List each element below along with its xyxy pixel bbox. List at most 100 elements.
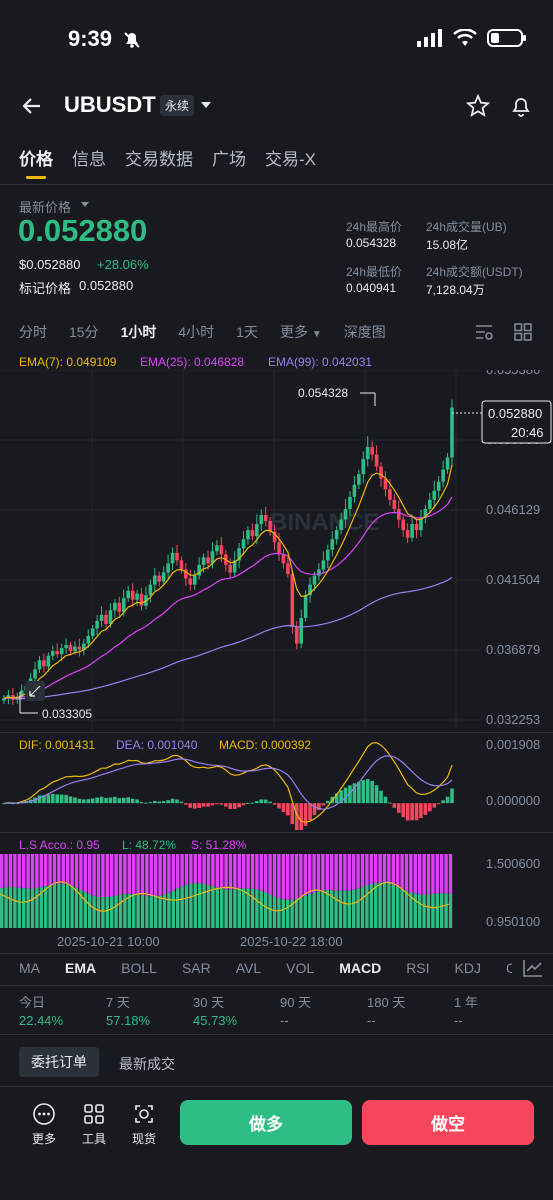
ls-short-bar bbox=[422, 854, 426, 895]
long-button[interactable]: 做多 bbox=[180, 1100, 352, 1145]
ema7-line bbox=[3, 464, 453, 699]
ls-short-bar bbox=[162, 854, 167, 895]
ls-long-bar bbox=[396, 886, 400, 928]
ls-short-bar bbox=[114, 854, 118, 896]
ls-long-bar bbox=[96, 896, 101, 928]
symbol-title[interactable]: UBUSDT bbox=[64, 92, 156, 117]
long-short-chart[interactable]: 1.500600 0.950100 bbox=[0, 852, 553, 930]
layout-grid-icon[interactable] bbox=[514, 323, 532, 341]
ls-short-bar bbox=[404, 854, 409, 891]
macd-legend: MACD: 0.000392 bbox=[219, 738, 312, 752]
macd-bar bbox=[161, 801, 166, 804]
high-24h-label: 24h最高价 bbox=[346, 220, 403, 234]
candle-body bbox=[175, 552, 179, 561]
ema99-line bbox=[3, 576, 453, 700]
vol-ub-label: 24h成交量(UB) bbox=[426, 220, 507, 234]
indicator-sar[interactable]: SAR bbox=[181, 960, 211, 976]
tab-square[interactable]: 广场 bbox=[212, 150, 246, 169]
candle-body bbox=[317, 569, 321, 576]
indicator-vol[interactable]: VOL bbox=[286, 960, 315, 976]
back-arrow-icon[interactable] bbox=[20, 94, 44, 118]
indicator-ema[interactable]: EMA bbox=[65, 960, 97, 976]
candle-body bbox=[357, 474, 361, 485]
ls-long-bar bbox=[158, 895, 162, 928]
tab-open-orders[interactable]: 委托订单 bbox=[19, 1047, 99, 1077]
candle-body bbox=[432, 490, 437, 500]
indicator-macd[interactable]: MACD bbox=[339, 960, 382, 976]
tab-trading-data[interactable]: 交易数据 bbox=[125, 150, 193, 169]
chevron-down-icon[interactable] bbox=[200, 100, 212, 110]
indicator-kdj[interactable]: KDJ bbox=[454, 960, 481, 976]
timeframe-line[interactable]: 分时 bbox=[19, 324, 47, 340]
macd-bar bbox=[432, 803, 437, 808]
ls-long-bar bbox=[255, 889, 259, 928]
ls-short-bar bbox=[83, 854, 87, 893]
candle-body bbox=[237, 548, 241, 561]
timeframe-1d[interactable]: 1天 bbox=[236, 324, 258, 340]
timeframe-4h[interactable]: 4小时 bbox=[178, 324, 215, 340]
last-price-label[interactable]: 最新价格 bbox=[19, 200, 72, 215]
timeframe-1h[interactable]: 1小时 bbox=[120, 324, 157, 340]
ls-long-bar bbox=[312, 892, 316, 928]
macd-bar bbox=[259, 799, 264, 804]
tab-recent-trades[interactable]: 最新成交 bbox=[119, 1056, 175, 1072]
macd-bar bbox=[370, 780, 374, 804]
ls-short-bar bbox=[30, 854, 35, 889]
chart-settings-icon[interactable] bbox=[474, 323, 494, 341]
indicator-settings-icon[interactable] bbox=[522, 958, 544, 978]
ema25-line bbox=[3, 496, 453, 699]
macd-chart[interactable]: 0.001908 0.000000 bbox=[0, 736, 553, 830]
ls-long-bar bbox=[26, 888, 30, 928]
ls-short-bar bbox=[259, 854, 263, 891]
candle-body bbox=[228, 564, 233, 573]
perf-label-180d: 180 天 bbox=[367, 995, 406, 1010]
tab-price[interactable]: 价格 bbox=[19, 150, 53, 169]
candle-body bbox=[77, 646, 82, 650]
ls-long-bar bbox=[145, 895, 149, 928]
ls-short-bar bbox=[369, 854, 373, 885]
price-chart[interactable]: BINANCE 0.0553800.0507550.0461290.041504… bbox=[0, 370, 553, 730]
ls-long-bar bbox=[303, 895, 307, 928]
favorite-star-icon[interactable] bbox=[466, 94, 490, 118]
tools-grid-icon bbox=[84, 1104, 104, 1124]
ls-long-bar bbox=[105, 897, 109, 928]
ls-short-bar bbox=[440, 854, 444, 894]
perf-value-today: 22.44% bbox=[19, 1013, 64, 1028]
ls-short-bar bbox=[127, 854, 131, 894]
macd-bar bbox=[219, 803, 224, 805]
ls-long-bar bbox=[101, 897, 105, 928]
indicator-boll[interactable]: BOLL bbox=[121, 960, 157, 976]
macd-bar bbox=[46, 794, 51, 804]
ls-long-bar bbox=[123, 894, 127, 928]
ls-short-bar bbox=[264, 854, 268, 893]
macd-bar bbox=[113, 796, 117, 804]
indicator-rsi[interactable]: RSI bbox=[406, 960, 430, 976]
depth-chart-tab[interactable]: 深度图 bbox=[343, 324, 386, 340]
alert-bell-icon[interactable] bbox=[509, 94, 533, 118]
more-tool[interactable]: 更多 bbox=[26, 1102, 62, 1147]
ls-short-bar bbox=[149, 854, 153, 897]
tab-info[interactable]: 信息 bbox=[72, 150, 106, 169]
price-axis-label: 0.055380 bbox=[486, 370, 540, 377]
tools-tool[interactable]: 工具 bbox=[76, 1102, 112, 1147]
tab-trade-x[interactable]: 交易-X bbox=[265, 150, 316, 169]
ls-short-bar bbox=[308, 854, 312, 894]
ls-long-bar bbox=[189, 883, 193, 928]
short-button[interactable]: 做空 bbox=[362, 1100, 534, 1145]
indicator-avl[interactable]: AVL bbox=[235, 960, 262, 976]
candle-body bbox=[139, 593, 144, 606]
ls-long-bar bbox=[140, 895, 145, 928]
perf-value-90d: -- bbox=[280, 1013, 289, 1028]
candle-body bbox=[365, 446, 370, 459]
caret-down-icon[interactable] bbox=[80, 201, 90, 209]
macd-bar bbox=[299, 803, 303, 830]
candle-body bbox=[246, 530, 250, 540]
ls-axis-bottom: 0.950100 bbox=[486, 914, 540, 929]
timeframe-more[interactable]: 更多 ▼ bbox=[280, 322, 322, 342]
indicator-ma[interactable]: MA bbox=[19, 960, 40, 976]
ls-long-bar bbox=[118, 894, 123, 928]
timeframe-15m[interactable]: 15分 bbox=[69, 324, 99, 340]
spot-tool[interactable]: 现货 bbox=[126, 1102, 162, 1147]
macd-bar bbox=[317, 803, 321, 811]
ls-short-bar bbox=[26, 854, 30, 889]
